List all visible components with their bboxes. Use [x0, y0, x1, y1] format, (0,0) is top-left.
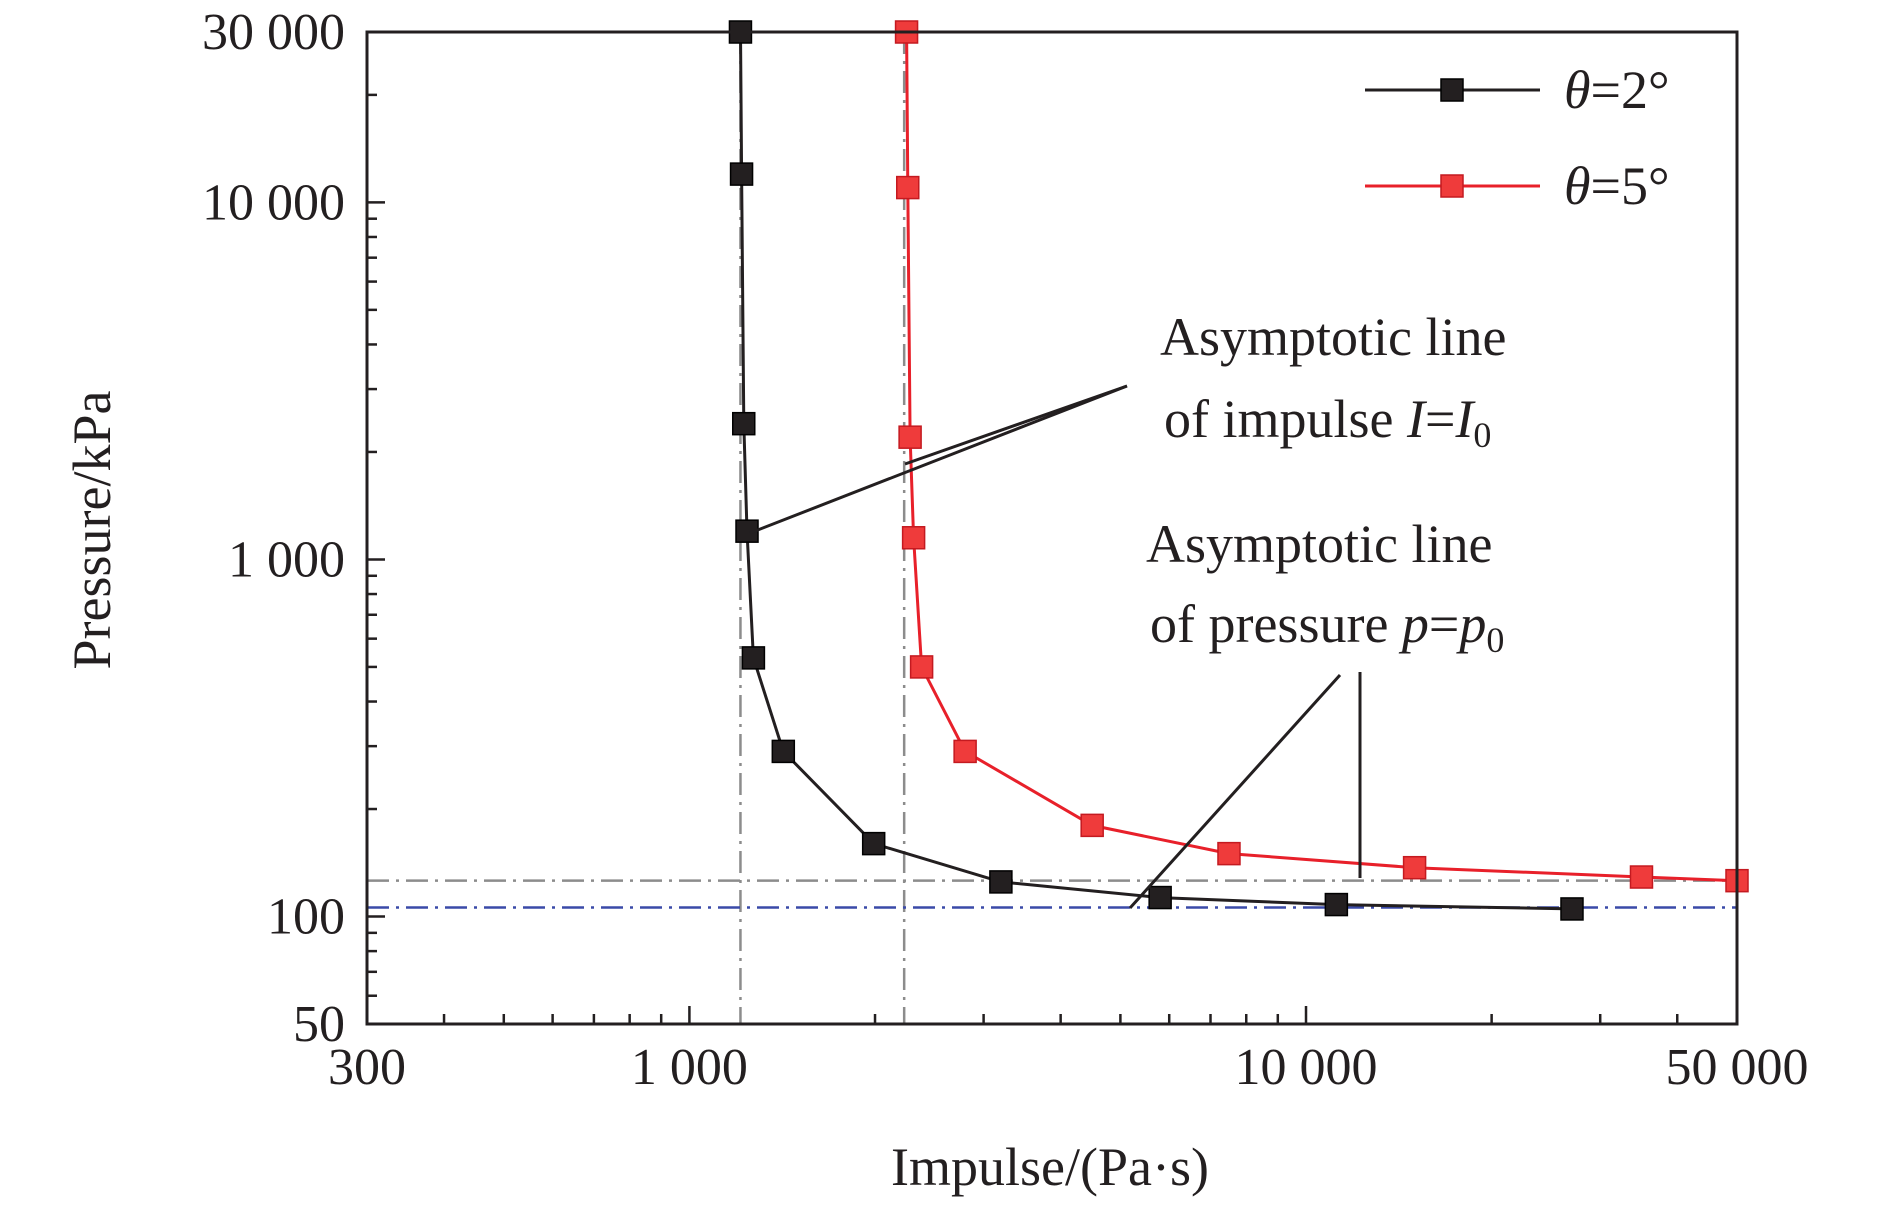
axes-layer: 300 1 000 10 000 50 000 50 100 1 000 10 000 30 0…: [202, 4, 1809, 1096]
data-point-marker: [729, 162, 754, 186]
data-point-marker: [1324, 892, 1349, 917]
data-point-marker: [1402, 855, 1427, 880]
annotation-pressure-line1: Asymptotic line: [1146, 514, 1492, 574]
annotation-text-part: =: [1425, 389, 1455, 449]
x-tick-label: 1 000: [631, 1039, 748, 1096]
data-point-marker: [901, 526, 926, 550]
data-point-marker: [909, 655, 934, 679]
x-tick-label: 300: [328, 1039, 406, 1096]
annotation-text-part: of pressure: [1150, 594, 1402, 654]
data-point-marker: [741, 646, 766, 670]
legend-theta-symbol: θ: [1564, 156, 1591, 216]
annotation-text-part: of impulse: [1164, 389, 1407, 449]
data-point-marker: [989, 870, 1013, 894]
data-point-marker: [1217, 841, 1241, 866]
leader-line-impulse-theta2: [749, 384, 1128, 535]
leader-line-impulse-theta5: [904, 384, 1128, 466]
data-point-marker: [896, 175, 920, 200]
legend-theta-symbol: θ: [1564, 60, 1591, 120]
asymptote-layer: [367, 32, 1737, 1024]
annotation-text-part: 0: [1486, 620, 1504, 660]
annotation-pressure-line2: of pressure p=p0: [1150, 594, 1504, 660]
annotation-text-part: p: [1398, 594, 1429, 654]
data-point-marker: [732, 411, 756, 436]
annotation-text-part: I: [1406, 389, 1428, 449]
plot-frame: [365, 30, 1739, 1026]
legend-label: θ=5°: [1564, 156, 1670, 216]
data-point-marker: [861, 831, 886, 856]
data-point-marker: [1629, 865, 1654, 889]
legend: θ=2°θ=5°: [1365, 60, 1670, 216]
leader-line-pressure-lower: [1128, 673, 1342, 910]
data-point-marker: [771, 739, 796, 764]
y-tick-label: 30 000: [202, 4, 345, 61]
y-tick-label: 100: [267, 889, 345, 946]
legend-label: θ=2°: [1564, 60, 1670, 120]
legend-red-square-icon: [1440, 174, 1464, 198]
data-point-marker: [1560, 897, 1584, 921]
legend-theta-value: =2°: [1591, 60, 1670, 120]
series-line-theta-2: [739, 31, 1573, 911]
y-axis-title: Pressure/kPa: [62, 390, 122, 669]
x-axis-title: Impulse/(Pa·s): [891, 1137, 1209, 1197]
y-tick-label: 1 000: [228, 531, 345, 588]
data-point-marker: [953, 739, 977, 764]
annotation-text-part: 0: [1473, 415, 1491, 455]
x-tick-label: 50 000: [1666, 1039, 1809, 1096]
y-tick-label: 10 000: [202, 174, 345, 231]
legend-black-square-icon: [1440, 78, 1464, 102]
annotation-text-part: I: [1454, 389, 1476, 449]
data-point-marker: [1080, 813, 1104, 838]
data-point-marker: [898, 425, 922, 449]
annotation-impulse-line1: Asymptotic line: [1160, 307, 1506, 367]
annotation-text-part: p: [1455, 594, 1486, 654]
y-tick-label: 50: [293, 996, 345, 1053]
annotation-impulse-line2: of impulse I=I0: [1164, 389, 1491, 455]
annotation-text-part: =: [1429, 594, 1459, 654]
data-point-marker: [1148, 885, 1172, 910]
legend-theta-value: =5°: [1591, 156, 1670, 216]
x-tick-label: 10 000: [1235, 1039, 1378, 1096]
